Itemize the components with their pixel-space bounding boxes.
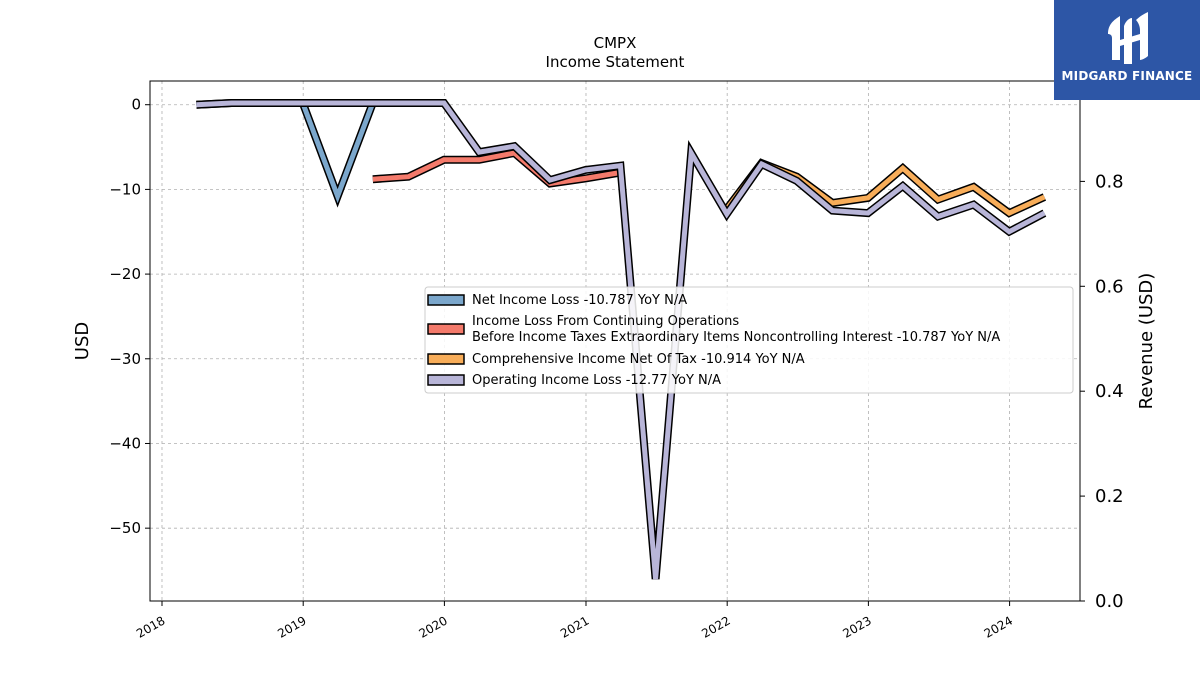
- x-tick-label: 2019: [275, 613, 308, 640]
- y-tick-label: −10: [109, 180, 141, 198]
- y-tick-label: −20: [109, 265, 141, 283]
- x-tick-label: 2020: [416, 613, 449, 640]
- y-tick-label: 0: [131, 96, 141, 114]
- legend-box: [424, 286, 1074, 394]
- x-tick-label: 2018: [134, 613, 167, 640]
- y2-tick-label: 0.8: [1095, 171, 1124, 192]
- legend-swatch-2: [427, 323, 465, 335]
- chart-subtitle: Income Statement: [546, 53, 685, 71]
- series-line-4: [196, 100, 1046, 580]
- plot-frame: [149, 80, 1081, 602]
- y-axis-label: USD: [72, 322, 93, 360]
- brand-logo: MIDGARD FINANCE: [1054, 0, 1200, 100]
- legend: Net Income Loss -10.787 YoY N/A Income Lo…: [424, 286, 1074, 394]
- y2-tick-label: 0.4: [1095, 381, 1124, 402]
- y2-axis-label: Revenue (USD): [1136, 273, 1157, 410]
- y-tick-label: −30: [109, 350, 141, 368]
- y-axis-left: 0 −10 −20 −30 −40 −50: [109, 96, 150, 537]
- x-tick-label: 2022: [699, 613, 732, 640]
- x-tick-label: 2023: [840, 613, 873, 640]
- chart-title: CMPX: [594, 34, 637, 52]
- series-layer: [196, 99, 1047, 580]
- legend-label-4: Operating Income Loss -12.77 YoY N/A: [472, 373, 721, 388]
- y-tick-label: −50: [109, 519, 141, 537]
- legend-label-2: Before Income Taxes Extraordinary Items …: [472, 330, 1000, 345]
- x-axis: 2018 2019 2020 2021 2022 2023 2024: [134, 601, 1015, 641]
- y2-tick-label: 0.2: [1095, 486, 1124, 507]
- x-tick-label: 2021: [558, 613, 591, 640]
- series-line-1: [196, 100, 444, 204]
- x-tick-label: 2024: [982, 613, 1015, 640]
- y2-tick-label: 0.0: [1095, 591, 1124, 612]
- y2-tick-label: 0.6: [1095, 276, 1124, 297]
- legend-swatch-1: [427, 294, 465, 306]
- y-tick-label: −40: [109, 434, 141, 452]
- legend-label-1: Net Income Loss -10.787 YoY N/A: [472, 293, 687, 308]
- legend-label-2: Income Loss From Continuing Operations: [472, 314, 739, 329]
- legend-label-3: Comprehensive Income Net Of Tax -10.914 …: [472, 352, 805, 367]
- midgard-logo-icon: [1108, 12, 1148, 64]
- y-axis-right: 0.0 0.2 0.4 0.6 0.8: [1080, 171, 1124, 612]
- legend-swatch-4: [427, 374, 465, 386]
- series-line-2: [372, 150, 621, 187]
- brand-name: MIDGARD FINANCE: [1061, 69, 1193, 83]
- legend-swatch-3: [427, 353, 465, 365]
